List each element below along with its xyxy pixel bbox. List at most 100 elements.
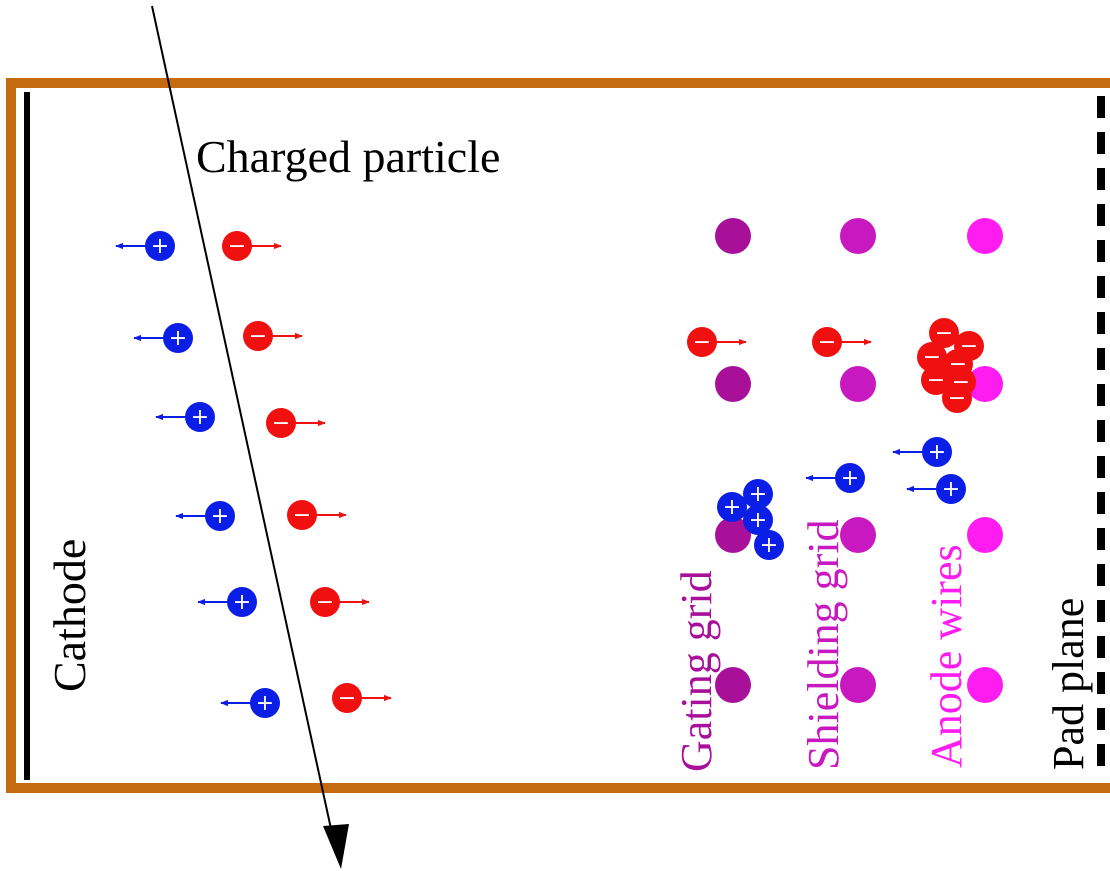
ion-body [205,501,235,531]
electron-body [332,683,362,713]
ion-body [754,530,784,560]
ion-body [743,479,773,509]
positive-sign: + [749,508,767,533]
pad-plane-label: Pad plane [1044,598,1093,770]
negative-sign: − [338,686,356,711]
anode-wires-group [967,218,1003,703]
positive-sign: + [256,691,274,716]
ion: + [754,530,784,560]
electron: − [266,408,326,438]
electron-body [942,383,972,413]
electron: − [222,231,282,261]
cathode-label: Cathode [44,539,95,692]
gating-grid-label: Gating grid [672,570,721,772]
positive-sign: + [841,466,859,491]
electron: − [921,365,951,395]
positive-sign: + [749,482,767,507]
ion: + [717,492,747,522]
electron: − [332,683,392,713]
ion: + [197,587,257,617]
anode-wires-label: Anode wires [922,544,971,768]
anode-wire [967,218,1003,254]
electron: − [310,587,370,617]
electron-body [687,327,717,357]
electron-body [222,231,252,261]
electron: − [687,327,747,357]
ion-body [250,688,280,718]
electron-body [929,318,959,348]
ion: + [175,501,235,531]
electron-body [266,408,296,438]
negative-sign: − [316,590,334,615]
negative-sign: − [818,330,836,355]
negative-sign: − [923,345,941,370]
ion-body [163,323,193,353]
ion-body [922,437,952,467]
gating-wire [715,517,751,553]
negative-sign: − [293,503,311,528]
shielding-grid-label: Shielding grid [799,519,848,770]
ion: + [133,323,193,353]
ions-group: +++++++++++++ [115,231,966,718]
electron-body [310,587,340,617]
electron: − [929,318,959,348]
positive-sign: + [191,405,209,430]
electron: − [917,342,947,372]
electron: − [243,321,303,351]
electron-body [917,342,947,372]
positive-sign: + [723,495,741,520]
ion: + [892,437,952,467]
positive-sign: + [169,326,187,351]
ion: + [805,463,865,493]
ion-body [227,587,257,617]
shielding-wire [840,667,876,703]
ion: + [906,474,966,504]
gating-wire [715,218,751,254]
negative-sign: − [693,330,711,355]
negative-sign: − [927,368,945,393]
positive-sign: + [211,504,229,529]
ion-body [743,505,773,535]
positive-sign: + [760,533,778,558]
ion-body [145,231,175,261]
gating-grid-wires [715,218,751,703]
ion-body [717,492,747,522]
negative-sign: − [948,386,966,411]
electron: − [287,500,347,530]
ion: + [115,231,175,261]
ion: + [155,402,215,432]
negative-sign: − [249,324,267,349]
ion-body [835,463,865,493]
particle-track [151,5,334,839]
anode-wire [967,366,1003,402]
gating-wire [715,667,751,703]
positive-sign: + [942,477,960,502]
shielding-wire [840,517,876,553]
shielding-grid-wires [840,218,876,703]
positive-sign: + [233,590,251,615]
negative-sign: − [228,234,246,259]
positive-sign: + [928,440,946,465]
electrons-group: −−−−−−− − −−− −− −− [222,231,984,713]
negative-sign: − [935,321,953,346]
charged-particle-label: Charged particle [196,131,500,182]
electron: − [942,383,972,413]
electron-body [287,500,317,530]
electron-body [243,321,273,351]
ion-body [185,402,215,432]
shielding-wire [840,366,876,402]
particle-arrowhead [323,824,349,869]
chamber-frame [6,78,1110,793]
electron-body [812,327,842,357]
positive-sign: + [151,234,169,259]
electron-body [921,365,951,395]
ion: + [220,688,280,718]
negative-sign: − [272,411,290,436]
ion-body [936,474,966,504]
electron: − [812,327,872,357]
gating-wire [715,366,751,402]
ion: + [743,479,773,509]
anode-wire [967,517,1003,553]
shielding-wire [840,218,876,254]
